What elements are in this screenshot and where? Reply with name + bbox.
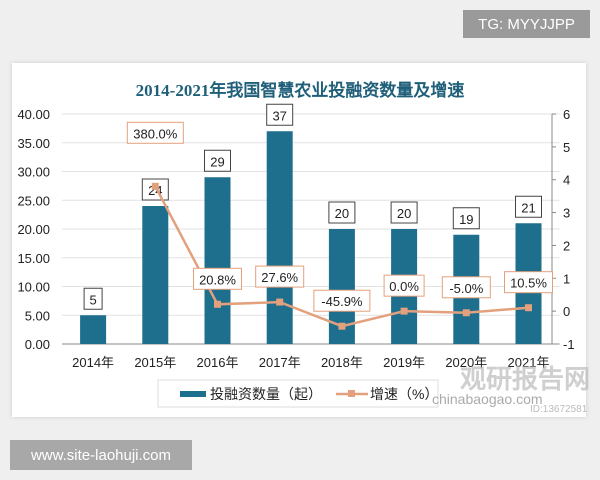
growth-label-box [126,121,184,144]
growth-label: 27.6% [261,270,298,285]
left-tick-label: 40.00 [17,107,50,122]
site-badge: www.site-laohuji.com [10,440,192,470]
right-tick-label: 1 [563,271,570,286]
growth-label: 20.8% [199,272,236,287]
growth-label-box [504,271,553,294]
watermark-text: 观研报告网 [460,364,590,394]
bar-label-box [515,195,542,218]
growth-point [462,309,470,317]
growth-label-box [441,276,491,299]
chart-card [12,63,586,417]
x-tick-label: 2019年 [383,355,425,370]
bar [266,131,293,344]
left-tick-label: 10.00 [17,280,50,295]
right-tick-label: 4 [563,173,570,188]
bar-label: 19 [459,212,473,227]
watermark-id: ID:13672581 [530,404,588,415]
legend-bar-swatch [180,391,206,397]
x-tick-label: 2021年 [508,355,550,370]
x-tick-label: 2018年 [321,355,363,370]
bar-label: 21 [521,200,535,215]
left-tick-label: 35.00 [17,136,50,151]
left-tick-label: 25.00 [17,193,50,208]
bar-label: 29 [210,154,224,169]
bar-label: 20 [397,206,411,221]
bar-label: 20 [335,206,349,221]
x-tick-label: 2020年 [445,355,487,370]
growth-label: 0.0% [389,279,419,294]
watermark-sub: chinabaogao.com [432,391,543,407]
bar-label-box [266,103,294,126]
bar [80,315,107,344]
right-tick-label: -1 [563,337,575,352]
x-tick-label: 2014年 [72,355,114,370]
growth-label-box [383,274,425,297]
bar [204,177,231,344]
left-tick-label: 30.00 [17,165,50,180]
growth-label-box [193,267,242,290]
growth-point [151,182,159,190]
bar-label-box [452,207,480,230]
legend-line-marker [348,390,355,397]
bar-label: 5 [89,292,96,307]
growth-point [525,304,532,312]
left-tick-label: 15.00 [17,251,50,266]
bar [142,206,169,344]
legend-line-label: 增速（%） [370,386,438,402]
growth-point [214,300,221,308]
bar-label-box [204,149,231,172]
left-tick-label: 0.00 [25,337,50,352]
growth-point [276,298,284,306]
right-tick-label: 3 [563,206,570,221]
right-tick-label: 2 [563,238,570,253]
growth-point [400,307,408,315]
bar-label: 37 [272,108,286,123]
x-tick-label: 2016年 [197,355,239,370]
chart-title: 2014-2021年我国智慧农业投融资数量及增速 [136,80,465,100]
growth-label-box [313,289,371,312]
left-tick-label: 5.00 [25,308,50,323]
growth-label: -45.9% [321,294,363,309]
growth-label: 10.5% [510,276,547,291]
right-tick-label: 0 [563,304,570,319]
x-tick-label: 2017年 [259,355,301,370]
legend-bar-label: 投融资数量（起） [210,386,322,402]
tg-badge: TG: MYYJJPP [463,10,590,38]
bar-label-box [328,201,356,224]
right-tick-label: 6 [563,107,570,122]
bar-label-box [83,287,103,310]
left-tick-label: 20.00 [17,222,50,237]
growth-point [338,322,346,330]
growth-label: -5.0% [449,281,483,296]
growth-label-box [255,265,305,288]
growth-label: 380.0% [133,126,178,141]
bar-label-box [390,201,418,224]
x-tick-label: 2015年 [134,355,176,370]
right-tick-label: 5 [563,140,570,155]
